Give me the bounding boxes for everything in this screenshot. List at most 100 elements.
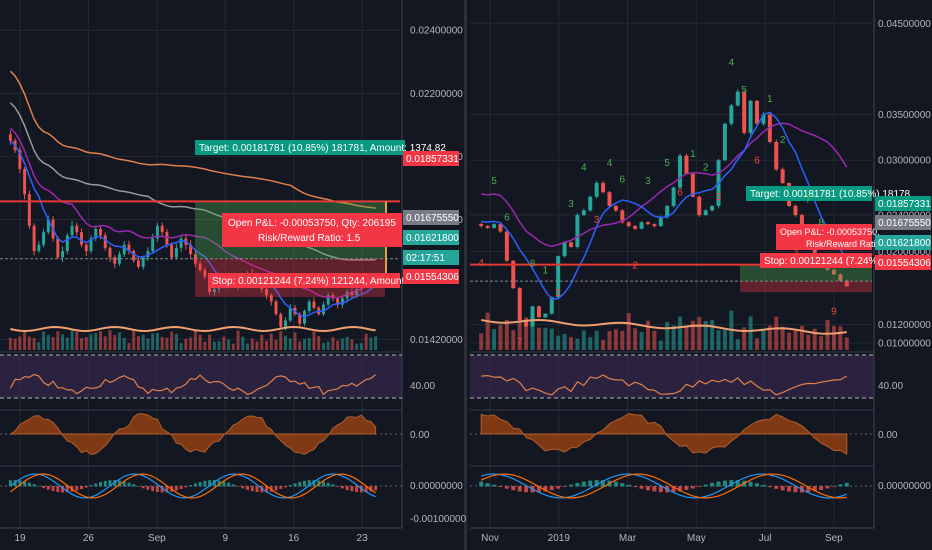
volume-bar	[317, 336, 321, 350]
volume-bar	[51, 337, 55, 350]
volume-bar	[108, 330, 112, 350]
macd-histogram-bar	[340, 486, 344, 489]
candle-body	[27, 194, 31, 226]
volume-bar	[46, 334, 50, 350]
macd-histogram-bar	[174, 486, 178, 491]
candle-body	[46, 219, 50, 233]
volume-bar	[288, 338, 292, 350]
macd-histogram-bar	[46, 486, 50, 490]
macd-histogram-bar	[184, 486, 188, 488]
macd-histogram-bar	[312, 480, 316, 487]
volume-bar	[755, 338, 759, 350]
volume-bar	[530, 322, 535, 350]
candle-body	[613, 205, 618, 211]
td-sequential-label: 3	[716, 192, 722, 203]
target-label: Target: 0.00181781 (10.85%) 181781, Amou…	[199, 143, 446, 154]
macd-histogram-bar	[504, 486, 509, 489]
macd-histogram-bar	[690, 486, 695, 489]
volume-bar	[179, 343, 183, 350]
candle-body	[198, 263, 202, 270]
price-badge-bg	[403, 210, 459, 225]
volume-bar	[269, 333, 273, 350]
stop-zone	[740, 281, 872, 293]
candle-body	[633, 225, 638, 229]
macd-histogram-bar	[793, 486, 798, 493]
macd-histogram-bar	[594, 480, 599, 487]
volume-bar	[89, 334, 93, 350]
volume-bar	[250, 338, 254, 350]
y-tick-label: 0.01200000	[878, 320, 931, 331]
macd-histogram-bar	[136, 485, 140, 487]
target-label-bg	[195, 140, 405, 155]
volume-bar	[359, 343, 363, 350]
candle-body	[601, 183, 606, 193]
td-sequential-label: 4	[607, 158, 613, 169]
candle-body	[517, 288, 522, 321]
y-tick-label: 0.03000000	[878, 156, 931, 167]
macd-histogram-bar	[288, 484, 292, 487]
macd-histogram-bar	[122, 481, 126, 487]
td-sequential-label: 3	[568, 199, 574, 210]
candle-body	[722, 123, 727, 161]
candle-body	[118, 254, 121, 264]
x-tick-label: Jul	[759, 533, 772, 544]
y-tick-label: 0.02400000	[410, 26, 463, 37]
panel-divider	[464, 0, 467, 550]
macd-histogram-bar	[265, 486, 268, 493]
volume-bar	[703, 320, 708, 350]
volume-bar	[94, 332, 98, 350]
candle-body	[32, 225, 36, 252]
stop-label: Stop: 0.00121244 (7.24%) 121244	[764, 256, 917, 267]
macd-histogram-bar	[536, 486, 541, 493]
volume-bar	[127, 342, 131, 350]
volume-bar	[620, 330, 625, 350]
x-tick-label: 9	[222, 533, 228, 544]
macd-histogram-bar	[710, 482, 715, 487]
volume-bar	[345, 336, 349, 350]
candle-body	[99, 228, 102, 236]
volume-bar	[831, 325, 836, 350]
macd-histogram-bar	[132, 484, 136, 487]
volume-bar	[170, 331, 174, 350]
candle-body	[626, 222, 631, 226]
volume-bar	[716, 330, 721, 350]
macd-histogram-bar	[250, 486, 254, 492]
volume-bar	[601, 339, 606, 350]
candle-body	[65, 235, 69, 252]
volume-bar	[198, 334, 202, 350]
x-tick-label: May	[687, 533, 706, 544]
macd-histogram-bar	[716, 481, 721, 487]
macd-histogram-bar	[838, 484, 843, 487]
candle-body	[536, 306, 541, 318]
candle-body	[831, 269, 836, 275]
candle-body	[594, 183, 599, 197]
price-badge-bg	[875, 196, 931, 211]
macd-histogram-bar	[32, 484, 36, 487]
y-tick-label: 0.04500000	[878, 19, 931, 30]
macd-histogram-bar	[524, 486, 529, 493]
macd-histogram-bar	[307, 480, 311, 487]
td-sequential-label: 4	[478, 258, 484, 269]
volume-bar	[255, 341, 259, 350]
pnl-box	[776, 224, 872, 250]
candle-body	[799, 215, 804, 232]
x-tick-label: 23	[357, 533, 369, 544]
candle-body	[492, 224, 497, 228]
candle-body	[549, 297, 554, 314]
macd-histogram-bar	[51, 486, 55, 492]
candle-body	[479, 223, 484, 226]
volume-bar	[70, 330, 74, 350]
volume-bar	[122, 337, 126, 350]
macd-histogram-bar	[141, 486, 145, 489]
volume-bar	[212, 341, 216, 350]
td-sequential-label: 7	[517, 337, 523, 348]
macd-histogram-bar	[236, 486, 240, 487]
candle-body	[312, 301, 316, 308]
macd-histogram-bar	[575, 482, 580, 487]
td-sequential-label: 8	[530, 258, 536, 269]
macd-histogram-bar	[369, 486, 373, 492]
volume-bar	[336, 340, 340, 350]
volume-bar	[303, 339, 306, 350]
candle-body	[155, 225, 159, 239]
